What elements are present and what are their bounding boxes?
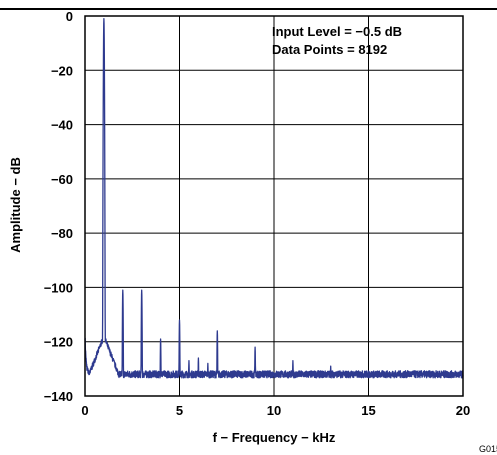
y-tick-label: 0 (66, 9, 73, 24)
spectrum-trace (84, 18, 464, 379)
y-tick-label: −60 (51, 172, 73, 187)
y-tick-label: −140 (44, 389, 73, 404)
y-tick-label: −20 (51, 63, 73, 78)
y-tick-label: −80 (51, 226, 73, 241)
x-axis-title: f − Frequency − kHz (213, 430, 336, 445)
figure-id: G015 (479, 444, 497, 454)
annotation-input-level: Input Level = −0.5 dB (272, 24, 402, 39)
x-tick-labels: 0 5 10 15 20 (81, 403, 470, 418)
x-tick-label: 20 (456, 403, 470, 418)
annotation-data-points: Data Points = 8192 (272, 42, 387, 57)
x-tick-label: 10 (267, 403, 281, 418)
spectrum-series (84, 18, 464, 379)
x-tick-label: 0 (81, 403, 88, 418)
y-tick-label: −40 (51, 118, 73, 133)
y-tick-label: −120 (44, 335, 73, 350)
plot-frame (84, 15, 464, 397)
x-tick-label: 15 (361, 403, 375, 418)
y-axis-title: Amplitude − dB (8, 157, 23, 253)
x-tick-label: 5 (176, 403, 183, 418)
top-rule (0, 8, 497, 10)
y-tick-labels: 0 −20 −40 −60 −80 −100 −120 −140 (44, 9, 73, 404)
y-tick-label: −100 (44, 280, 73, 295)
